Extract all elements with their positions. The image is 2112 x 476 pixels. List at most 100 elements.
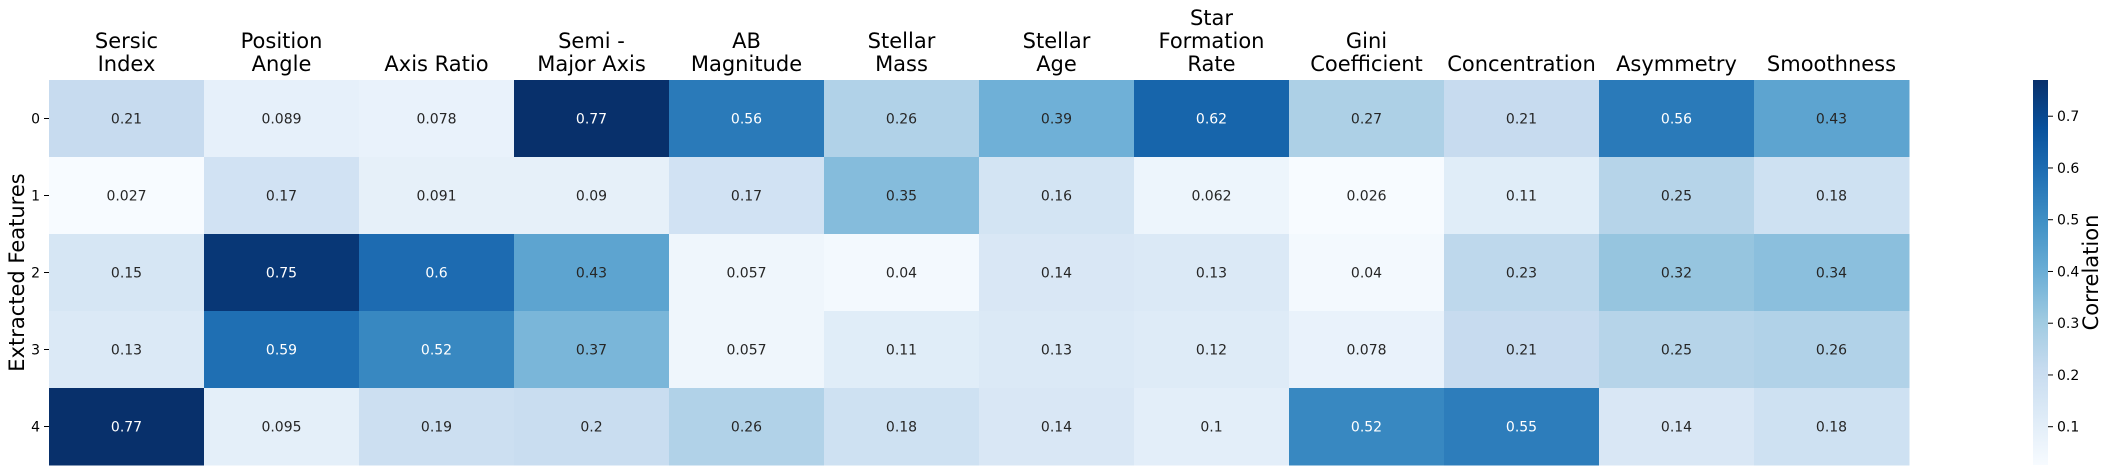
heatmap-cell [514,311,670,389]
heatmap-cell [359,157,515,235]
cell-value-label: 0.062 [1191,189,1231,205]
cell-value-label: 0.09 [576,189,607,205]
cell-value-label: 0.37 [576,343,607,359]
column-label: Major Axis [537,52,646,76]
cell-value-label: 0.057 [726,343,766,359]
heatmap-cell [514,388,670,466]
heatmap-cell [1754,234,1910,312]
column-label: Rate [1187,52,1235,76]
colorbar-label: Correlation [2079,215,2103,331]
heatmap-cell [359,80,515,158]
cell-value-label: 0.43 [576,266,607,282]
cell-value-label: 0.55 [1506,420,1537,436]
heatmap-cell [1599,80,1755,158]
heatmap-cell [1289,311,1445,389]
row-tick-labels: 0 1 2 3 4 [31,112,49,436]
cell-value-label: 0.77 [111,420,142,436]
cell-value-label: 0.59 [266,343,297,359]
heatmap-cell [1754,388,1910,466]
column-label: Angle [252,52,312,76]
row-tick-label: 2 [31,266,40,282]
heatmap-cell [359,388,515,466]
heatmap-cell [1754,80,1910,158]
cell-value-label: 0.25 [1661,343,1692,359]
colorbar-tick-label: 0.2 [2057,368,2079,384]
heatmap-cell [1754,311,1910,389]
cell-value-label: 0.21 [1506,343,1537,359]
cell-value-label: 0.078 [1346,343,1386,359]
heatmap-cell [359,234,515,312]
row-tick-label: 4 [31,420,40,436]
heatmap-cell [1134,388,1290,466]
cell-value-label: 0.56 [1661,112,1692,128]
cell-value-label: 0.25 [1661,189,1692,205]
column-label: Coefficient [1310,52,1423,76]
row-tick-label: 0 [31,112,40,128]
heatmap-cell [1289,157,1445,235]
heatmap-cell [1134,311,1290,389]
heatmap-cell [669,157,825,235]
heatmap-cell [1444,80,1600,158]
cell-value-label: 0.11 [886,343,917,359]
cell-value-label: 0.17 [266,189,297,205]
cell-value-label: 0.027 [106,189,146,205]
heatmap-cell [669,80,825,158]
cell-value-label: 0.12 [1196,343,1227,359]
cell-value-label: 0.078 [416,112,456,128]
cell-value-label: 0.04 [1351,266,1382,282]
column-label: Mass [875,52,928,76]
heatmap-cell [824,388,980,466]
heatmap-cell [1289,388,1445,466]
heatmap-cell [1754,157,1910,235]
heatmap-cell [979,157,1135,235]
column-label: Gini [1346,29,1387,53]
cell-value-label: 0.17 [731,189,762,205]
cell-value-label: 0.43 [1816,112,1847,128]
cell-value-label: 0.18 [1816,189,1847,205]
colorbar-tick-label: 0.3 [2057,316,2079,332]
cell-value-label: 0.15 [111,266,142,282]
cell-value-label: 0.04 [886,266,917,282]
cell-value-label: 0.095 [261,420,301,436]
y-axis-label: Extracted Features [5,173,29,371]
column-label: Concentration [1447,52,1596,76]
heatmap-cell [824,80,980,158]
heatmap-cell [204,234,360,312]
heatmap-cells: 0.21 0.089 0.078 0.77 0.56 0.26 0.39 0.62 0.27 0.… [49,80,1910,466]
cell-value-label: 0.26 [731,420,762,436]
cell-value-label: 0.27 [1351,112,1382,128]
cell-value-label: 0.14 [1041,420,1072,436]
heatmap-cell [1134,157,1290,235]
colorbar-tick-label: 0.5 [2057,213,2079,229]
cell-value-label: 0.14 [1041,266,1072,282]
cell-value-label: 0.2 [580,420,602,436]
heatmap-cell [1289,80,1445,158]
colorbar-tick-label: 0.6 [2057,161,2079,177]
cell-value-label: 0.21 [111,112,142,128]
column-label: Index [98,52,156,76]
heatmap-cell [979,311,1135,389]
heatmap-cell [49,157,205,235]
cell-value-label: 0.026 [1346,189,1386,205]
column-label: Stellar [1023,29,1091,53]
heatmap-cell [204,80,360,158]
column-label: Magnitude [691,52,802,76]
cell-value-label: 0.16 [1041,189,1072,205]
column-label: Stellar [868,29,936,53]
heatmap-cell [979,388,1135,466]
column-label: Formation [1159,29,1265,53]
cell-value-label: 0.35 [886,189,917,205]
cell-value-label: 0.11 [1506,189,1537,205]
heatmap-cell [1444,388,1600,466]
cell-value-label: 0.091 [416,189,456,205]
row-tick-label: 3 [31,343,40,359]
row-tick-label: 1 [31,189,40,205]
cell-value-label: 0.26 [886,112,917,128]
colorbar-gradient [2033,80,2048,465]
cell-value-label: 0.62 [1196,112,1227,128]
column-label: Star [1190,6,1233,30]
heatmap-cell [1289,234,1445,312]
cell-value-label: 0.6 [425,266,447,282]
heatmap-cell [1134,234,1290,312]
